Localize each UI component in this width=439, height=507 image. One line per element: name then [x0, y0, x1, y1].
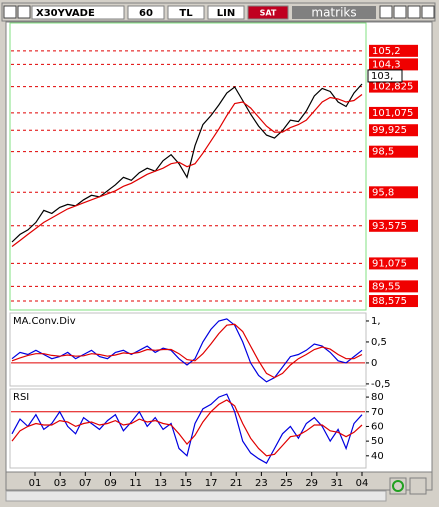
- y-tick-label: 105,2: [372, 46, 401, 57]
- x-tick-label: 09: [104, 478, 117, 489]
- close-window-button[interactable]: [421, 5, 435, 19]
- scrollbar[interactable]: [5, 490, 387, 502]
- panel-title: MA.Conv.Div: [13, 316, 76, 327]
- x-tick-label: 11: [129, 478, 142, 489]
- x-tick-label: 23: [255, 478, 268, 489]
- series-line: [11, 83, 363, 243]
- y-tick-box: [369, 219, 418, 232]
- close-button[interactable]: [17, 5, 31, 19]
- x-tick-label: 01: [29, 478, 42, 489]
- rsi-panel: [9, 388, 367, 469]
- y-tick-label: 60: [371, 421, 384, 432]
- y-tick-box: [369, 124, 418, 137]
- y-tick-label: 93,575: [372, 221, 407, 232]
- y-tick-box: [369, 186, 418, 199]
- y-tick-box: [369, 257, 418, 270]
- x-tick-label: 17: [205, 478, 218, 489]
- menu-button[interactable]: [3, 5, 17, 19]
- y-tick-label: 88,575: [372, 296, 407, 307]
- x-tick-label: 21: [230, 478, 243, 489]
- y-tick-label: 70: [371, 407, 384, 418]
- y-tick-label: 101,075: [372, 108, 413, 119]
- y-tick-box: [369, 280, 418, 293]
- last-price-label: 103,: [371, 71, 393, 82]
- period: 60: [139, 8, 153, 19]
- y-tick-label: 50: [371, 436, 384, 447]
- x-tick-label: 15: [180, 478, 193, 489]
- x-tick-label: 29: [305, 478, 318, 489]
- y-tick-box: [369, 295, 418, 308]
- y-tick-label: 98,5: [372, 147, 394, 158]
- scale-box[interactable]: [207, 5, 245, 20]
- x-tick-label: 25: [280, 478, 293, 489]
- y-tick-label: 95,8: [372, 187, 394, 198]
- y-tick-box: [369, 80, 418, 93]
- series-line: [11, 399, 363, 457]
- series-line: [11, 318, 363, 383]
- refresh-icon: [392, 480, 404, 492]
- symbol: X30YVADE: [36, 8, 95, 19]
- y-tick-label: 91,075: [372, 258, 407, 269]
- minimize-button[interactable]: [379, 5, 393, 19]
- y-tick-label: 104,3: [372, 59, 401, 70]
- x-tick-label: 03: [54, 478, 67, 489]
- alert-box[interactable]: [247, 5, 289, 20]
- currency-box[interactable]: [167, 5, 205, 20]
- y-tick-label: 0,5: [371, 337, 387, 348]
- currency: TL: [179, 8, 193, 19]
- symbol-box[interactable]: [31, 5, 125, 20]
- y-tick-label: 80: [371, 392, 384, 403]
- y-tick-label: 89,55: [372, 281, 401, 292]
- last-price-box: [367, 69, 403, 83]
- x-tick-label: 04: [356, 478, 369, 489]
- y-tick-box: [369, 44, 418, 57]
- y-tick-box: [369, 145, 418, 158]
- y-tick-label: 40: [371, 451, 384, 462]
- settings-button[interactable]: [409, 477, 427, 495]
- alert: SAT: [260, 9, 277, 18]
- y-tick-box: [369, 106, 418, 119]
- series-line: [11, 393, 363, 465]
- x-tick-label: 31: [330, 478, 343, 489]
- series-line: [11, 94, 363, 247]
- brand: matriks: [311, 6, 356, 20]
- y-tick-label: -0,5: [371, 379, 391, 390]
- brand-box: [292, 6, 376, 19]
- x-tick-label: 07: [79, 478, 92, 489]
- y-tick-label: 99,925: [372, 125, 407, 136]
- restore-button[interactable]: [407, 5, 421, 19]
- maximize-button[interactable]: [393, 5, 407, 19]
- y-tick-label: 1,: [371, 316, 381, 327]
- x-axis-bar: [5, 471, 433, 491]
- y-tick-label: 102,825: [372, 82, 413, 93]
- y-tick-box: [369, 58, 418, 71]
- x-tick-label: 13: [154, 478, 167, 489]
- series-line: [11, 323, 363, 379]
- period-box[interactable]: [127, 5, 165, 20]
- panel-title: RSI: [13, 392, 29, 403]
- scale: LIN: [217, 8, 235, 19]
- y-tick-label: 0: [371, 358, 377, 369]
